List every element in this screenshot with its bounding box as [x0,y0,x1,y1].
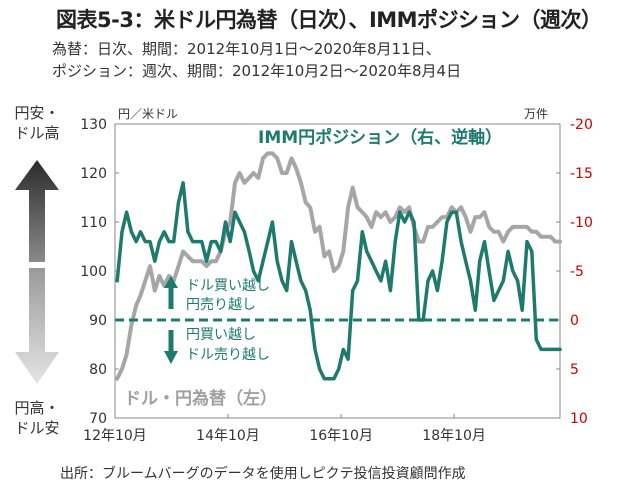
imm-series-line [115,181,562,381]
right-tick-label: -15 [570,166,593,182]
subtitle-fx-period: 為替：日次、期間：2012年10月1日～2020年8月11日、 [52,40,441,58]
right-tick-label: -20 [570,117,593,133]
fx-series-line [115,151,562,381]
yen-weak-arrow [15,160,59,262]
left-top-label-line1: 円安・ [14,104,59,122]
fx-series-label: ドル・円為替（左） [124,388,277,409]
x-tick-label: 14年10月 [196,428,260,444]
left-axis-unit: 円／米ドル [118,107,178,121]
right-tick-label: 5 [570,362,579,378]
left-tick-label: 100 [80,264,107,280]
net-short-yen-arrow [164,276,178,309]
right-tick-label: 0 [570,313,579,329]
below-zero-label-line1: 円買い越し [186,327,256,343]
right-axis-unit: 万件 [524,107,548,121]
below-zero-label-line2: ドル売り越し [186,347,270,363]
right-tick-label: -5 [570,264,584,280]
left-bottom-label-line2: ドル安 [14,419,59,437]
above-zero-label-line1: ドル買い越し [186,278,270,294]
yen-strong-arrow [15,268,59,384]
left-tick-label: 110 [80,215,107,231]
left-top-label-line2: ドル高 [14,124,59,142]
x-tick-label: 16年10月 [309,428,373,444]
above-zero-label-line2: 円売り越し [186,297,256,313]
source-note: 出所：ブルームバーグのデータを使用しピクテ投信投資顧問作成 [60,466,466,482]
page-title: 図表5-3：米ドル円為替（日次）、IMMポジション（週次） [56,8,602,32]
net-long-yen-arrow [164,330,178,364]
left-bottom-label-line1: 円高・ [14,399,59,417]
imm-series-label: IMM円ポジション（右、逆軸） [258,127,502,148]
right-tick-label: -10 [570,215,593,231]
x-tick-label: 12年10月 [83,428,147,444]
left-tick-label: 120 [80,166,107,182]
left-tick-label: 70 [89,411,107,427]
left-tick-label: 130 [80,117,107,133]
right-tick-label: 10 [570,411,588,427]
left-tick-label: 80 [89,362,107,378]
x-tick-label: 18年10月 [422,428,486,444]
left-tick-label: 90 [89,313,107,329]
subtitle-position-period: ポジション：週次、期間：2012年10月2日～2020年8月4日 [52,62,462,80]
